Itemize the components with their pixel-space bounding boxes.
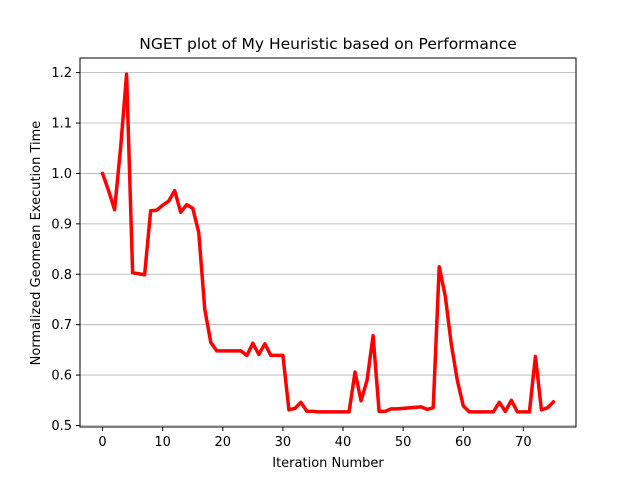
- y-tick-label: 0.5: [51, 419, 72, 434]
- x-axis-label: Iteration Number: [272, 456, 384, 471]
- y-axis-ticks: 0.5 0.6 0.7 0.8 0.9 1.0 1.1 1.2: [51, 66, 80, 434]
- x-tick-label: 20: [215, 435, 232, 450]
- x-tick-label: 50: [395, 435, 412, 450]
- y-tick-label: 1.1: [51, 117, 72, 132]
- x-tick-label: 40: [335, 435, 352, 450]
- y-tick-label: 0.6: [51, 369, 72, 384]
- x-tick-label: 60: [455, 435, 472, 450]
- series-line: [100, 72, 556, 414]
- y-tick-label: 0.9: [51, 217, 72, 232]
- y-tick-label: 1.0: [51, 167, 72, 182]
- x-tick-label: 70: [515, 435, 532, 450]
- plot-area: [100, 72, 556, 414]
- axes-frame: [79, 57, 577, 428]
- y-tick-label: 1.2: [51, 66, 72, 81]
- y-tick-label: 0.8: [51, 268, 72, 283]
- y-tick-label: 0.7: [51, 318, 72, 333]
- gridlines: [80, 72, 576, 426]
- x-tick-label: 10: [154, 435, 171, 450]
- x-axis-ticks: 0 10 20 30 40 50 60 70: [98, 427, 532, 450]
- chart-title: NGET plot of My Heuristic based on Perfo…: [139, 35, 517, 53]
- x-tick-label: 30: [275, 435, 292, 450]
- x-tick-label: 0: [98, 435, 106, 450]
- y-axis-label: Normalized Geomean Execution Time: [29, 121, 44, 366]
